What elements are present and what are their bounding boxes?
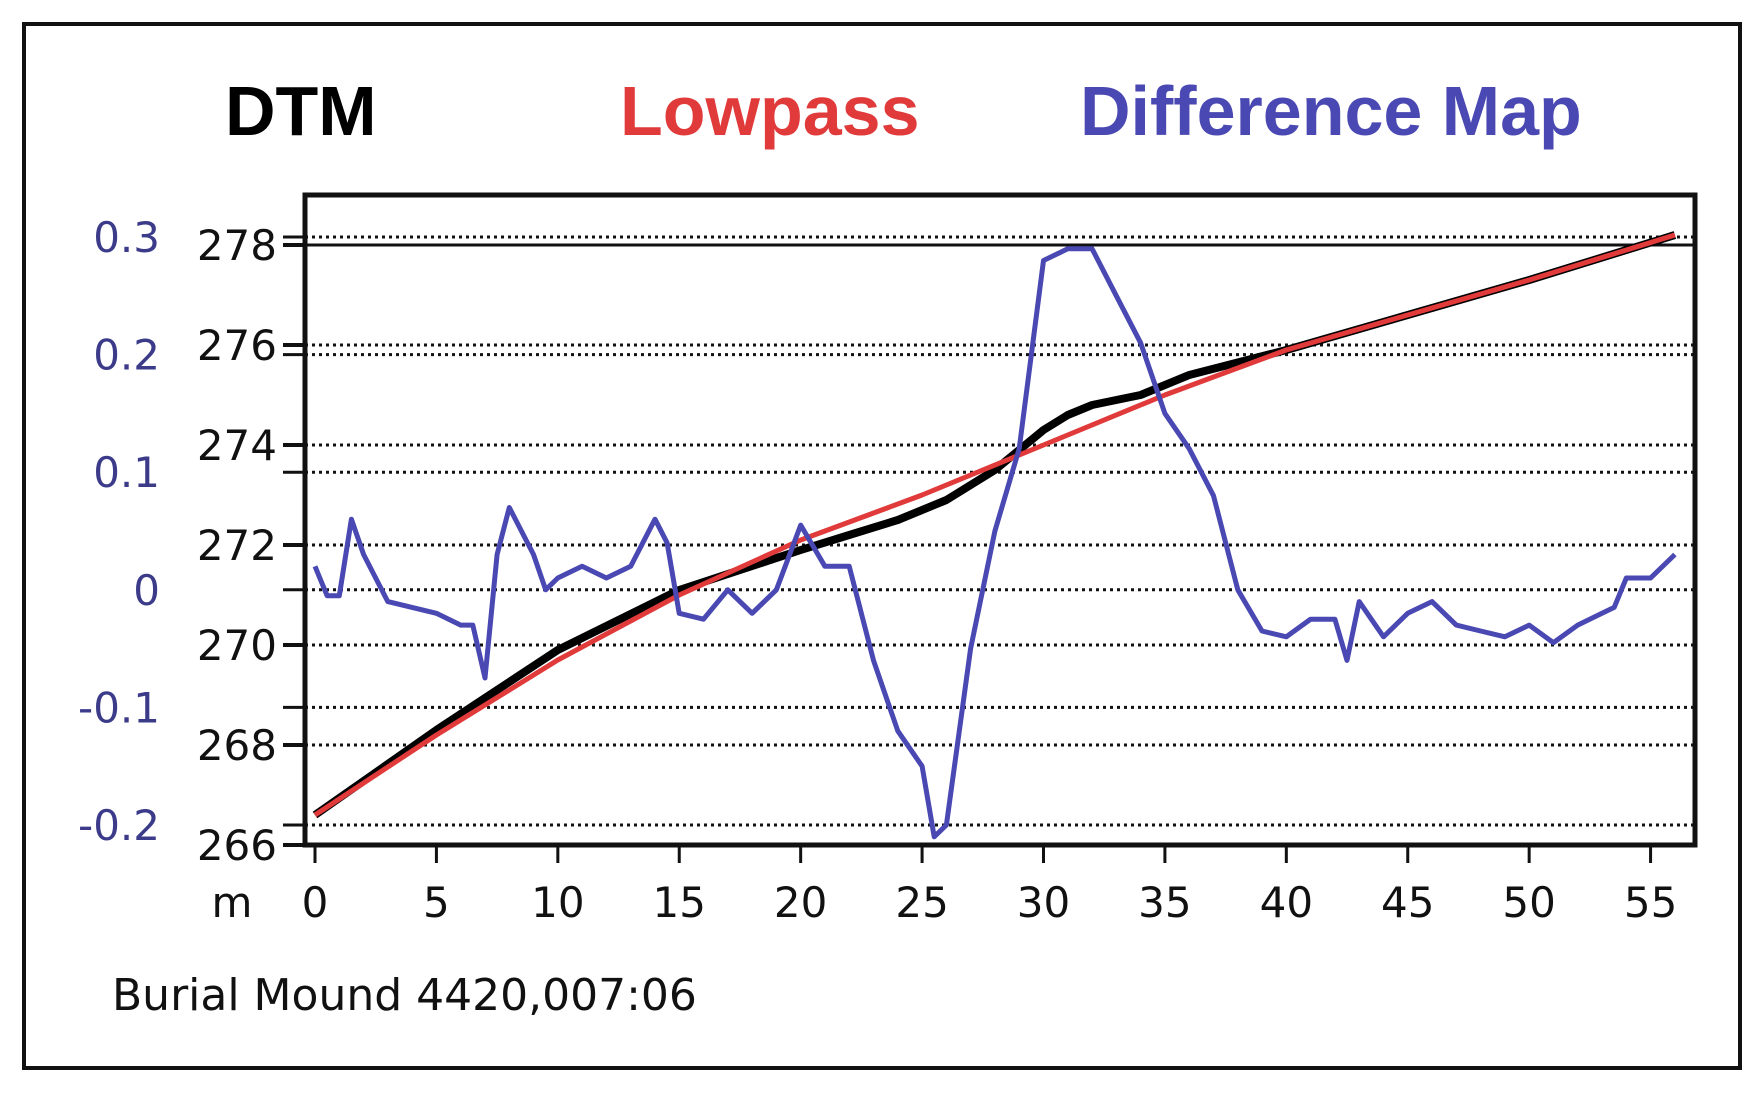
legend-dtm: DTM [225, 72, 377, 150]
plot-border [302, 192, 1698, 848]
series-lines [312, 231, 1677, 840]
x-tick-label: 50 [1502, 878, 1555, 927]
gridlines [305, 235, 1695, 827]
x-tick-label: 40 [1260, 878, 1313, 927]
y-left-tick-label: 274 [197, 421, 277, 470]
y-right-tick-label: 0 [133, 566, 160, 615]
y-left-tick-label: 268 [197, 721, 277, 770]
y-left-tick-label: 270 [197, 621, 277, 670]
y-right-tick-label: -0.2 [78, 801, 160, 850]
y-right-tick-label: 0.3 [93, 213, 160, 262]
series-line-difference-map [312, 246, 1677, 840]
x-tick-label: 55 [1624, 878, 1677, 927]
x-tick-label: 30 [1017, 878, 1070, 927]
x-tick-label: 15 [653, 878, 706, 927]
x-tick-label: 35 [1138, 878, 1191, 927]
y-left-tick-label: 276 [197, 321, 277, 370]
x-tick-label: 20 [774, 878, 827, 927]
y-right-tick-label: 0.2 [93, 331, 160, 380]
y-right-tick-label: 0.1 [93, 448, 160, 497]
y-left-tick-label: 272 [197, 521, 277, 570]
x-tick-label: 25 [895, 878, 948, 927]
legend-lowpass: Lowpass [620, 72, 920, 150]
x-axis-label: m [212, 878, 253, 927]
x-tick-label: 5 [423, 878, 450, 927]
axes [283, 192, 1698, 863]
y-left-tick-label: 266 [197, 821, 277, 870]
series-line-lowpass [313, 232, 1676, 818]
x-tick-label: 45 [1381, 878, 1434, 927]
tick-labels: 266 268 270 272 274 276 278 -0.2 -0.1 0 0.1 0.2 0.3 0… [78, 213, 1677, 927]
chart-caption: Burial Mound 4420,007:06 [112, 970, 697, 1021]
y-left-tick-label: 278 [197, 221, 277, 270]
x-tick-label: 10 [531, 878, 584, 927]
x-tick-label: 0 [302, 878, 329, 927]
legend-difference-map: Difference Map [1080, 72, 1582, 150]
y-right-tick-label: -0.1 [78, 683, 160, 732]
